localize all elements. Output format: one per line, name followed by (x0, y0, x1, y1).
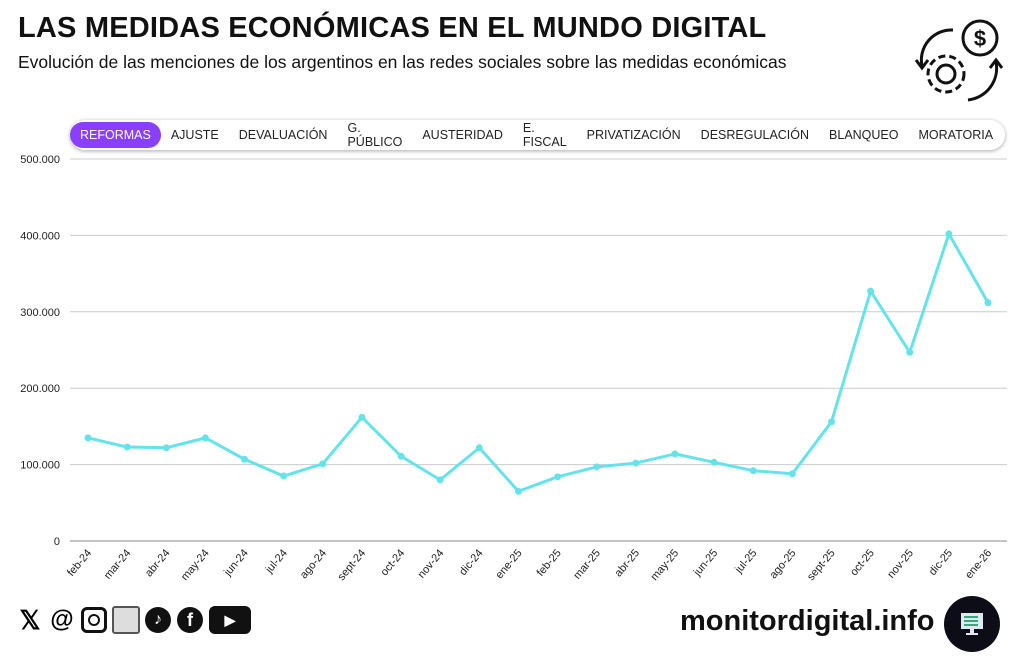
series-line (87, 232, 990, 493)
x-tick-label: jun-24 (221, 547, 250, 579)
x-tick-label: abr-24 (143, 547, 173, 579)
y-tick-label: 200.000 (20, 383, 60, 395)
x-tick-label: jul-25 (732, 547, 759, 576)
tab-ajuste[interactable]: AJUSTE (170, 128, 219, 142)
x-tick-label: dic-24 (457, 547, 485, 578)
data-point (319, 460, 327, 468)
monitor-icon (944, 596, 1000, 652)
x-tick-label: abr-25 (612, 547, 642, 579)
page-title: LAS MEDIDAS ECONÓMICAS EN EL MUNDO DIGIT… (18, 12, 767, 44)
x-tick-label: may-25 (648, 547, 681, 583)
x-tick-label: dic-25 (927, 547, 955, 578)
svg-text:$: $ (974, 26, 986, 51)
tab-moratoria[interactable]: MORATORIA (918, 128, 994, 142)
x-tick-label: oct-25 (848, 547, 877, 578)
x-icon[interactable]: 𝕏 (19, 604, 41, 635)
x-tick-label: oct-24 (378, 547, 407, 578)
x-tick-label: jun-25 (691, 547, 720, 579)
data-point (984, 299, 992, 307)
site-name[interactable]: monitordigital.info (680, 605, 935, 637)
x-tick-label: ago-24 (298, 547, 329, 581)
tab-devaluaci-n[interactable]: DEVALUACIÓN (238, 128, 328, 142)
y-tick-label: 0 (54, 536, 60, 548)
tiktok-icon[interactable]: ♪ (144, 606, 172, 634)
x-tick-label: may-24 (179, 547, 212, 583)
x-tick-label: feb-25 (535, 547, 564, 579)
data-point (671, 450, 679, 458)
x-tick-label: nov-25 (885, 547, 916, 580)
x-tick-label: ago-25 (767, 547, 798, 581)
y-tick-label: 400.000 (20, 230, 60, 242)
data-point (632, 459, 640, 467)
reddit-icon[interactable] (112, 606, 140, 634)
facebook-icon[interactable]: f (176, 606, 204, 634)
x-tick-label: sept-24 (335, 547, 368, 583)
data-point (358, 413, 366, 421)
data-point (788, 470, 796, 478)
x-tick-label: feb-24 (65, 547, 94, 579)
x-tick-label: sept-25 (805, 547, 838, 583)
tab-g-p-blico[interactable]: G. PÚBLICO (347, 121, 403, 149)
x-tick-label: ene-26 (963, 547, 994, 581)
data-point (945, 230, 953, 238)
data-point (867, 287, 875, 295)
threads-icon[interactable]: @ (50, 606, 74, 633)
data-point (84, 434, 92, 442)
data-point (280, 472, 288, 480)
data-point (710, 458, 718, 466)
tab-austeridad[interactable]: AUSTERIDAD (422, 128, 503, 142)
data-point (475, 444, 483, 452)
page-subtitle: Evolución de las menciones de los argent… (18, 52, 787, 72)
instagram-icon[interactable] (80, 606, 108, 634)
data-point (906, 348, 914, 356)
data-point (514, 487, 522, 495)
economy-gear-dollar-icon: $ (914, 19, 1004, 102)
y-tick-label: 300.000 (20, 307, 60, 319)
x-tick-label: nov-24 (416, 547, 447, 580)
youtube-icon[interactable]: ▶ (208, 606, 252, 634)
tab-reformas[interactable]: REFORMAS (70, 122, 161, 148)
x-tick-label: ene-25 (494, 547, 525, 581)
category-tabs: REFORMAS AJUSTE DEVALUACIÓN G. PÚBLICO AUSTE… (70, 120, 1005, 150)
tab-privatizaci-n[interactable]: PRIVATIZACIÓN (586, 128, 681, 142)
social-icons: 𝕏 @ ♪ f ▶ (16, 604, 252, 635)
data-point (554, 473, 562, 481)
tab-blanqueo[interactable]: BLANQUEO (829, 128, 899, 142)
y-tick-label: 500.000 (20, 154, 60, 166)
data-point (436, 476, 444, 484)
data-point (827, 418, 835, 426)
x-tick-label: mar-25 (571, 547, 603, 581)
y-tick-label: 100.000 (20, 460, 60, 472)
data-point (162, 444, 170, 452)
data-point (123, 443, 131, 451)
data-point (397, 452, 405, 460)
line-chart: 0 100.000 200.000 300.000 400.000 500.000 feb-… (20, 154, 1007, 583)
tab-e-fiscal[interactable]: E. FISCAL (522, 121, 567, 149)
data-point (593, 463, 601, 471)
tab-desregulaci-n[interactable]: DESREGULACIÓN (700, 128, 810, 142)
x-tick-label: mar-24 (102, 547, 134, 581)
x-tick-label: jul-24 (263, 547, 290, 576)
data-point (749, 467, 757, 475)
data-point (241, 455, 249, 463)
data-point (201, 434, 209, 442)
